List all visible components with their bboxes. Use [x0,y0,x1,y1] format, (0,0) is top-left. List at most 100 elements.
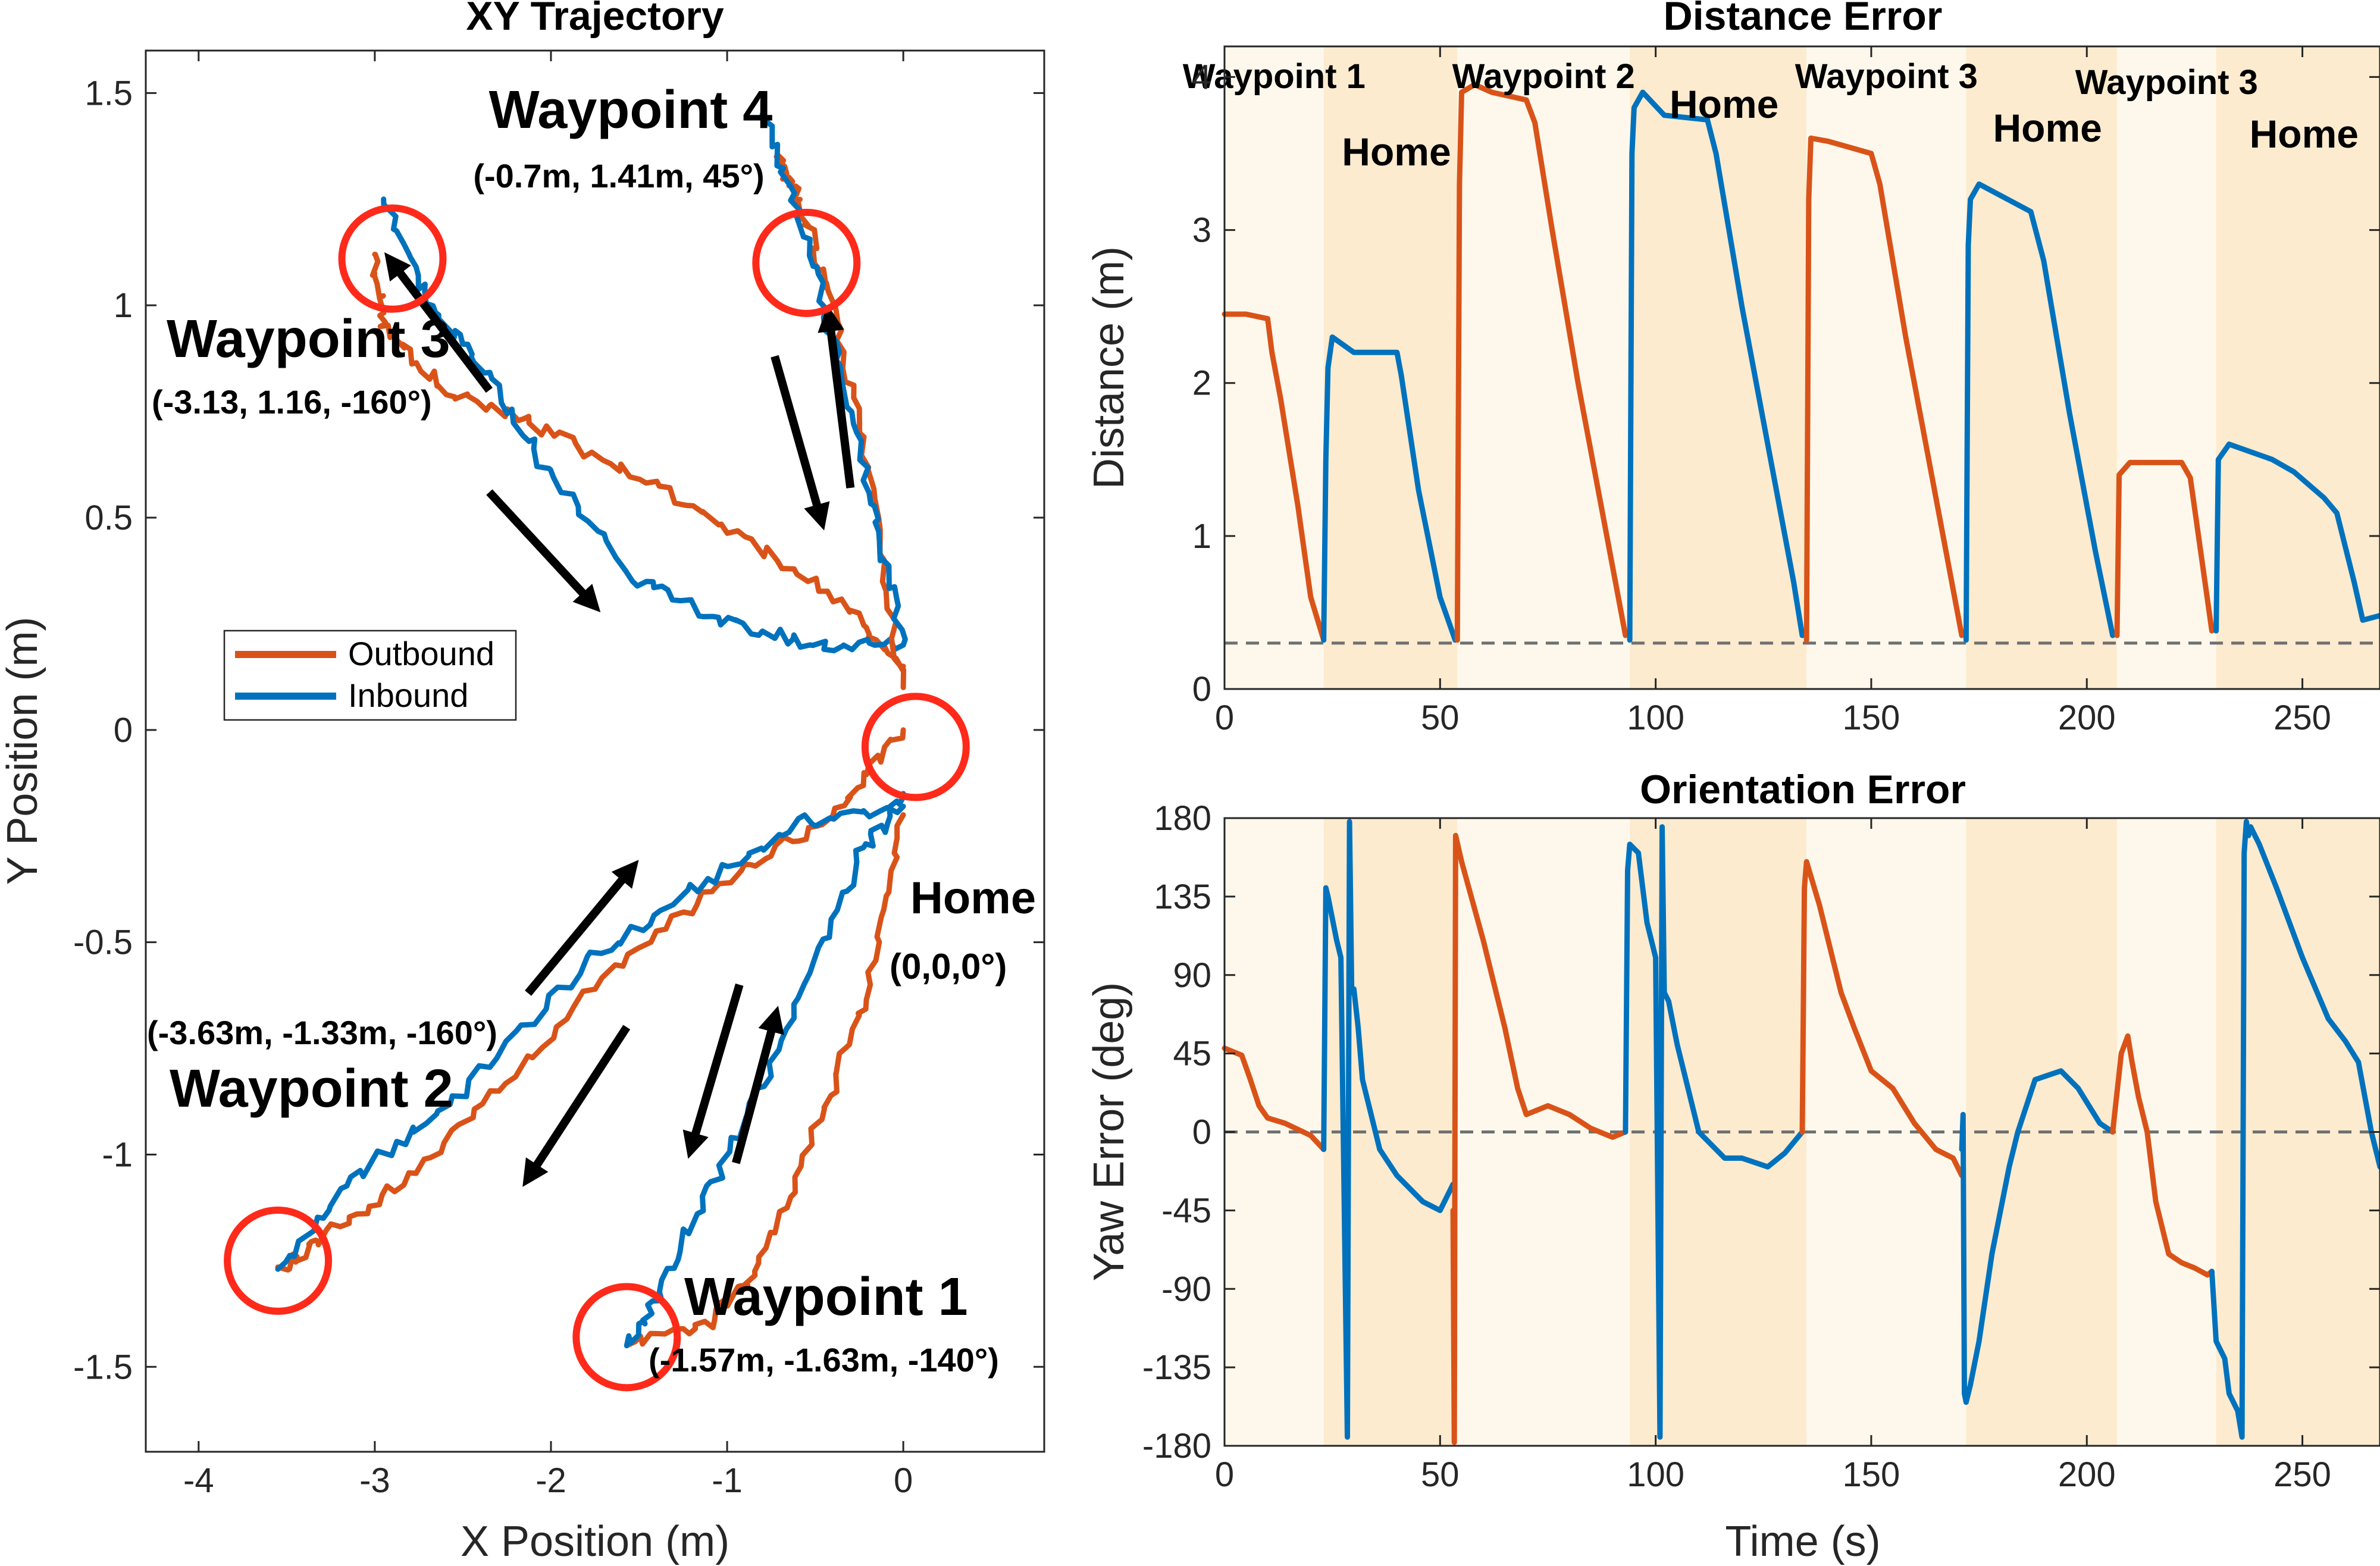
xtick-label: -3 [359,1461,390,1500]
outbound-segment [2114,459,2215,638]
waypoint3-label: Waypoint 3 [167,309,450,369]
ytick-label: 3 [1192,211,1211,250]
inbound-trajectory [759,111,908,648]
outbound-trajectory [369,252,906,673]
legend: Outbound Inbound [223,629,517,721]
phase-label: Waypoint 3 [2075,63,2258,102]
xtick-label: -4 [183,1461,214,1500]
ytick-label: 180 [1154,799,1211,838]
outbound-segment [1222,311,1327,643]
outbound-segment [1222,1045,1327,1152]
phase-band [1806,46,1966,689]
xtick-label: 0 [1215,1455,1234,1494]
direction-arrow [771,355,830,531]
inbound-segment [1627,89,1805,643]
waypoint-circle [224,1206,333,1315]
waypoint2-label: Waypoint 2 [170,1059,453,1119]
waypoint4-coords: (-0.7m, 1.41m, 45°) [473,157,764,195]
distance-axes-box [1223,45,2380,690]
xy-axes-box [145,49,1045,1453]
ytick-label: 2 [1192,364,1211,403]
ytick-label: -0.5 [73,923,133,962]
ytick-label: -1 [102,1135,133,1174]
waypoint-circle [861,693,970,801]
inbound-segment [2213,441,2380,634]
xtick-label: 0 [1215,699,1234,737]
inbound-segment [1321,819,1456,1440]
xtick-label: 0 [894,1461,913,1500]
waypoint1-label: Waypoint 1 [684,1267,968,1327]
direction-arrow [522,1025,631,1187]
xtick-label: 250 [2273,1455,2331,1494]
xy-trajectory-chart: -4 -3 -2 -1 0 -1.5 -1 -0.5 0 0.5 1 1.5 XY Trajector… [0,0,1045,1565]
outbound-trajectory [624,812,906,1349]
inbound-segment [1321,334,1458,643]
orientation-xlabel: Time (s) [1725,1518,1880,1565]
xtick-label: 100 [1627,699,1684,737]
ytick-label: 1 [1192,517,1211,556]
phase-label: Waypoint 1 [1183,57,1366,96]
waypoint-circle [338,204,447,313]
outbound-segment [1803,135,1965,643]
xy-ticks: -4 -3 -2 -1 0 -1.5 -1 -0.5 0 0.5 1 1.5 [73,51,1044,1500]
xtick-label: 50 [1421,1455,1460,1494]
distance-series [1222,82,2380,643]
phase-band [1966,46,2117,689]
inbound-trajectory [381,196,906,654]
phase-label: Waypoint 3 [1795,57,1978,96]
phase-label: Home [1342,130,1451,174]
phase-label: Home [2250,112,2359,156]
orientation-ylabel: Yaw Error (deg) [1085,982,1133,1282]
direction-arrow [818,305,855,488]
ytick-label: -45 [1161,1191,1211,1230]
waypoint-circle [752,208,861,317]
waypoint3-coords: (-3.13, 1.16, -160°) [152,383,432,421]
direction-arrow [384,252,493,393]
legend-outbound-label: Outbound [348,635,494,672]
home-label: Home [910,873,1036,923]
outbound-segment [1454,82,1629,643]
waypoint1-coords: (-1.57m, -1.63m, -140°) [649,1341,999,1379]
xtick-label: 250 [2273,699,2331,737]
ytick-label: 1 [114,286,133,325]
xtick-label: -1 [712,1461,743,1500]
inbound-segment [1959,1068,2116,1405]
xtick-label: 150 [1843,1455,1900,1494]
ytick-label: 0 [114,711,133,750]
distance-title: Distance Error [1664,0,1943,39]
ytick-label: 90 [1173,956,1211,995]
phase-band [1630,46,1807,689]
outbound-segment [1450,832,1629,1445]
ytick-label: 0.5 [84,499,133,537]
ytick-label: 135 [1154,878,1211,916]
legend-inbound-label: Inbound [348,676,468,714]
xtick-label: 200 [2058,1455,2116,1494]
ytick-label: 45 [1173,1035,1211,1073]
ytick-label: 0 [1192,670,1211,709]
outbound-segment [1799,859,1965,1179]
ytick-label: 0 [1192,1113,1211,1152]
xy-xlabel: X Position (m) [461,1518,729,1565]
phase-label: Waypoint 2 [1452,57,1635,96]
inbound-trajectory [275,803,906,1272]
home-coords: (0,0,0°) [890,947,1007,986]
direction-arrows [384,252,855,1187]
ytick-label: -180 [1142,1427,1211,1465]
inbound-segment [1963,181,2116,643]
phase-label: Home [1993,106,2102,150]
ytick-label: 4 [1192,58,1211,96]
phase-band [2116,46,2216,689]
inbound-segment [2209,819,2380,1440]
inbound-segment [1623,824,1805,1440]
direction-arrow [525,860,639,996]
direction-arrow [682,984,744,1159]
phase-band [1457,46,1630,689]
ytick-label: 1.5 [84,74,133,112]
ytick-label: -135 [1142,1348,1211,1387]
direction-arrow [486,489,601,613]
legend-box [223,629,517,721]
xtick-label: 50 [1421,699,1460,737]
orientation-series [1222,819,2380,1445]
